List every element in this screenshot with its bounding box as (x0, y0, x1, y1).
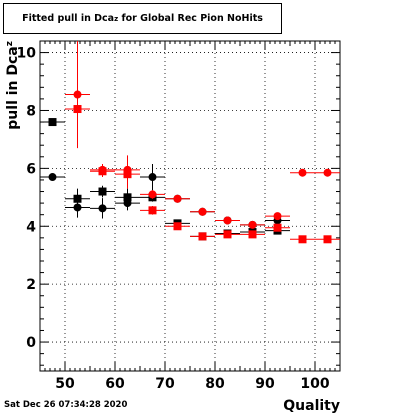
y-axis-title: pull in Dcaz (5, 41, 21, 130)
circle-marker (198, 207, 207, 216)
plot-frame (39, 40, 341, 372)
circle-marker (73, 203, 82, 212)
square-marker (48, 118, 57, 127)
data-point (165, 222, 190, 231)
data-point (65, 41, 90, 149)
x-axis-title: Quality (283, 398, 340, 414)
square-marker (248, 230, 257, 239)
x-tick-label: 80 (205, 376, 225, 392)
square-marker (98, 167, 107, 176)
data-point (40, 173, 65, 182)
circle-marker (73, 90, 82, 99)
data-point (265, 212, 290, 221)
data-point (290, 168, 315, 177)
square-marker (173, 222, 182, 231)
square-marker (298, 235, 307, 244)
square-marker (123, 170, 132, 179)
circle-marker (173, 194, 182, 203)
circle-marker (148, 190, 157, 199)
data-point (115, 159, 140, 189)
circle-marker (123, 199, 132, 208)
data-points (40, 41, 340, 244)
square-marker (73, 105, 82, 114)
data-point (190, 207, 215, 216)
data-point (40, 118, 65, 127)
data-point (265, 223, 290, 232)
x-tick-label: 50 (55, 376, 75, 392)
y-tick-label: 2 (26, 277, 36, 293)
data-point (90, 185, 115, 198)
circle-marker (248, 220, 257, 229)
chart-title-rest: for Global Rec Pion NoHits (118, 13, 263, 24)
data-point (240, 220, 265, 229)
square-marker (98, 187, 107, 196)
axis-labels: 50 60 70 80 90 100 0 2 4 6 8 10 Quality pull in Dcaz (5, 41, 340, 414)
data-point (65, 197, 90, 218)
y-tick-label: 8 (26, 103, 36, 119)
circle-marker (48, 173, 57, 182)
data-point (165, 194, 190, 203)
y-tick-label: 10 (17, 46, 37, 62)
data-point (140, 190, 165, 199)
y-tick-label: 0 (26, 335, 36, 351)
x-tick-label: 60 (105, 376, 125, 392)
y-tick-label: 4 (26, 219, 36, 235)
data-point (190, 232, 215, 241)
data-point (290, 235, 315, 244)
x-tick-label: 100 (300, 376, 329, 392)
data-point (315, 168, 340, 177)
data-point (115, 195, 140, 211)
circle-marker (223, 216, 232, 225)
square-marker (198, 232, 207, 241)
square-marker (273, 223, 282, 232)
circle-marker (273, 212, 282, 221)
grid-lines (40, 41, 340, 371)
circle-marker (98, 204, 107, 213)
data-point (90, 165, 115, 178)
x-tick-label: 90 (255, 376, 275, 392)
data-point (65, 105, 90, 114)
data-point (90, 198, 115, 219)
circle-marker (298, 168, 307, 177)
data-point (215, 230, 240, 239)
data-point (240, 230, 265, 239)
chart-title: Fitted pull in Dca z for Global Rec Pion … (3, 3, 282, 34)
axes (39, 40, 341, 372)
y-tick-label: 6 (26, 161, 36, 177)
square-marker (223, 230, 232, 239)
timestamp: Sat Dec 26 07:34:28 2020 (4, 400, 128, 410)
circle-marker (323, 168, 332, 177)
x-tick-label: 70 (155, 376, 175, 392)
data-point (315, 235, 340, 244)
square-marker (148, 206, 157, 215)
square-marker (323, 235, 332, 244)
data-point (140, 164, 165, 191)
chart-title-main: Fitted pull in Dca (22, 13, 115, 24)
data-point (140, 206, 165, 215)
data-point (215, 216, 240, 225)
chart-title-subscript: z (114, 14, 119, 23)
circle-marker (148, 173, 157, 182)
